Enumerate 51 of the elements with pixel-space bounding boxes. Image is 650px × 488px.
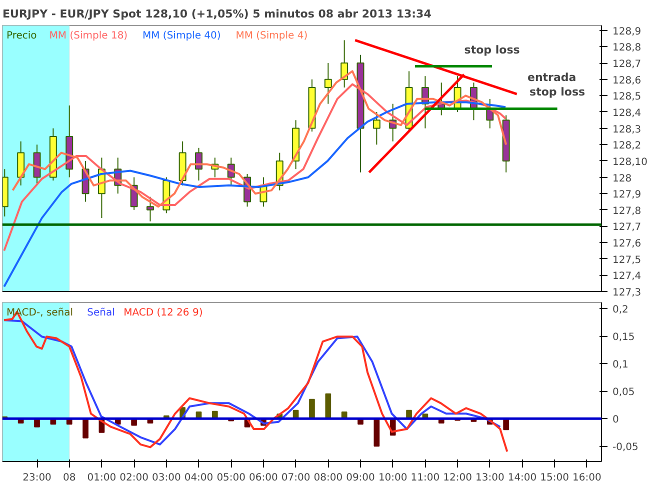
x-tick-label: 01:00 [87,472,116,484]
y-tick-label: 128,5 [612,92,642,103]
y-tick-label: 0,05 [612,387,635,398]
y-tick-label: 127,3 [612,288,642,298]
y-tick-label: 0,2 [612,304,628,316]
x-tick-label: 06:00 [249,472,278,484]
y-tick-label: -0,05 [612,442,638,454]
text: MACD (12 26 9) [124,308,203,318]
y-tick-label: 128,7 [612,59,642,70]
y-tick-label: 128,9 [612,26,642,38]
y-tick-label: 127,7 [612,222,642,234]
series-label: stop loss [464,43,520,56]
y-tick-label: 128,6 [612,75,642,86]
x-tick-label: 09:00 [346,472,375,484]
y-tick-label: 127,6 [612,238,642,250]
x-tick-label: 13:00 [475,472,504,484]
x-tick-label: 14:00 [508,472,537,484]
x-tick-label: 10:00 [378,472,408,484]
y-tick-label: 0,1 [612,360,628,371]
y-tick-label: 127,9 [612,190,642,201]
x-tick-label: 08:00 [314,472,343,484]
text: Precio [6,30,37,42]
x-tick-label: 05:00 [216,472,246,484]
text: MM (Simple 40) [142,30,221,42]
y-tick-label: 128 [612,173,632,184]
text: Señal [87,308,115,318]
y-tick-label: 0 [612,414,619,426]
x-tick-label: 03:00 [152,472,181,484]
x-tick-label: 11:00 [410,472,440,484]
x-tick-label: 16:00 [572,472,602,484]
y-tick-label: 127,8 [612,206,642,217]
annotation: entrada [528,71,576,84]
x-tick-label: 02:00 [120,472,148,484]
y-tick-label: 128,3 [612,124,642,136]
y-tick-label: 127,5 [612,254,642,266]
x-tick-label: 23:00 [22,472,52,484]
chart-title: EURJPY - EUR/JPY Spot 128,10 (+1,05%) 5 minutos 08 abr 2013 13:34 [2,8,432,20]
y-tick-label: 128,4 [612,108,642,119]
y-tick-label: 127,4 [612,271,642,282]
text: MM (Simple 4) [236,30,308,42]
y-tick-label: 0,15 [612,332,635,344]
y-tick-label: 128,10 [612,156,648,168]
series-label: stop loss [530,86,586,99]
y-tick-label: 128,8 [612,42,642,54]
x-tick-label: 08 [62,472,76,484]
x-tick-label: 04:00 [184,472,214,484]
x-tick-label: 15:00 [540,472,570,484]
y-tick-label: 128,2 [612,140,642,152]
text: MM (Simple 18) [49,30,128,42]
x-tick-label: 07:00 [281,472,310,484]
x-tick-label: 12:00 [443,472,472,484]
